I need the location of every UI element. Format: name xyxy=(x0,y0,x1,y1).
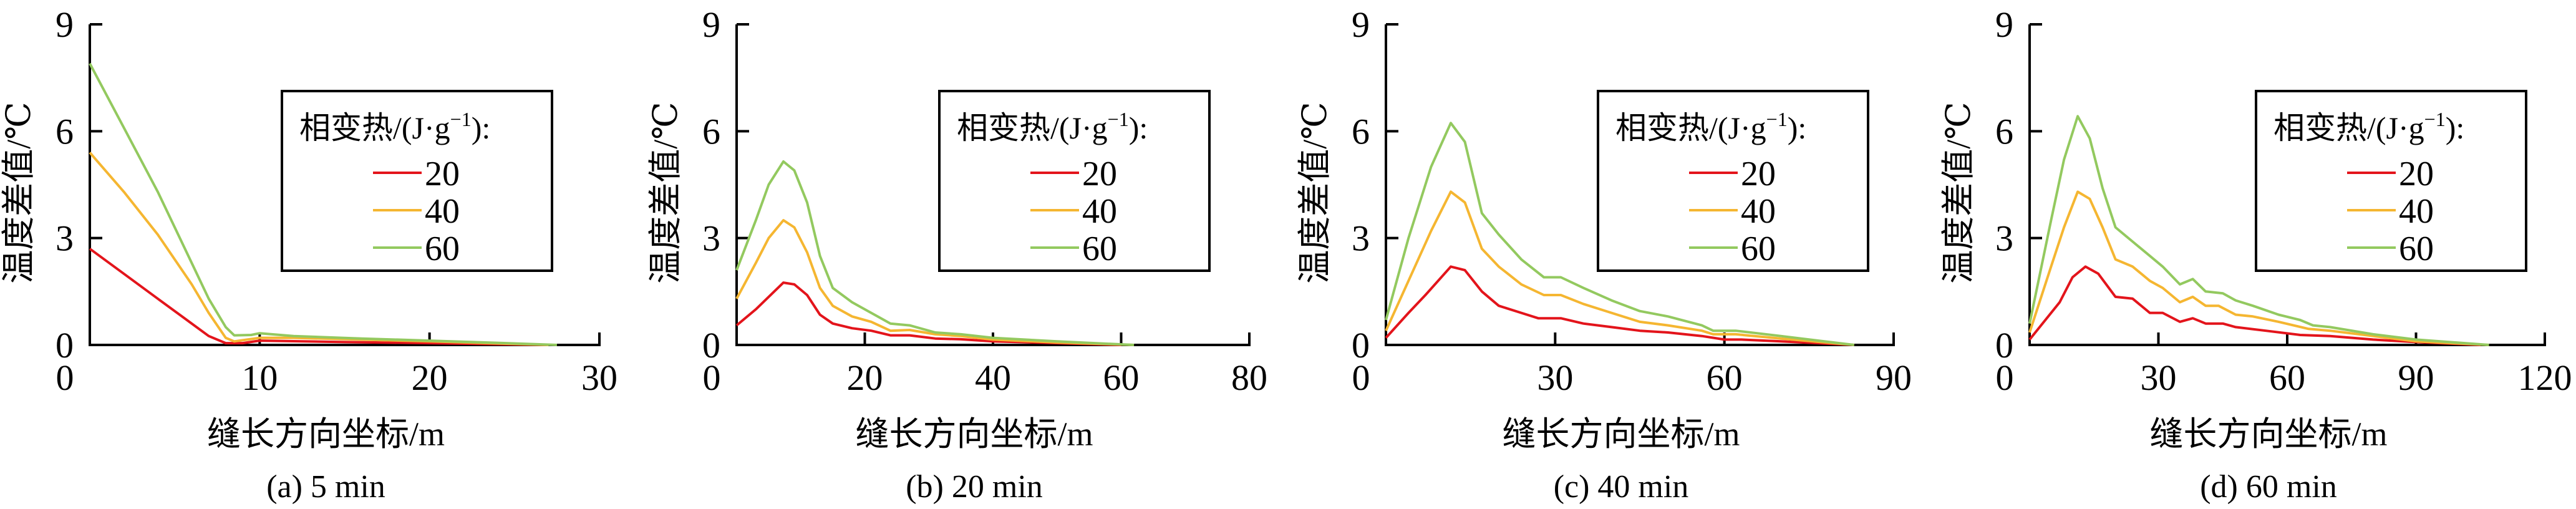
legend-title-tail: ): xyxy=(472,110,491,145)
series-line-60 xyxy=(1385,122,1854,346)
x-tick-label: 60 xyxy=(1103,357,1140,398)
x-axis-label: 缝长方向坐标/m xyxy=(855,415,1093,453)
series-line-40 xyxy=(1385,190,1854,346)
y-tick-label: 9 xyxy=(56,4,74,45)
y-tick-label: 3 xyxy=(1995,218,2013,259)
legend-box xyxy=(1597,90,1869,272)
y-tick-label: 6 xyxy=(1352,111,1370,152)
legend-title: 相变热/(J·g−1): xyxy=(2273,108,2464,145)
legend-title-sup: −1 xyxy=(1766,108,1788,130)
series-line-40 xyxy=(2028,190,2489,346)
y-tick-label: 3 xyxy=(702,218,720,259)
legend-label: 60 xyxy=(1082,230,1117,268)
series-line-20 xyxy=(1385,265,1854,346)
legend-title: 相变热/(J·g−1): xyxy=(299,108,490,145)
y-tick-label: 0 xyxy=(1352,325,1370,366)
legend-title-sup: −1 xyxy=(450,108,472,130)
x-tick-label: 90 xyxy=(1876,357,1912,398)
series-line-40 xyxy=(735,219,1135,346)
x-tick-label: 10 xyxy=(241,357,278,398)
legend-title-tail: ): xyxy=(2446,110,2465,145)
x-axis-label: 缝长方向坐标/m xyxy=(2149,415,2387,453)
x-tick-label: 20 xyxy=(847,357,883,398)
y-tick-label: 3 xyxy=(56,218,74,259)
legend-title: 相变热/(J·g−1): xyxy=(957,108,1148,145)
legend-label: 60 xyxy=(2399,230,2434,268)
x-tick-label: 40 xyxy=(975,357,1011,398)
legend-title-main: 相变热/(J·g xyxy=(1615,110,1766,145)
panel-caption: (d) 60 min xyxy=(2200,469,2337,505)
x-tick-label: 0 xyxy=(56,357,74,398)
panel-caption: (b) 20 min xyxy=(906,469,1043,505)
y-tick-label: 9 xyxy=(702,4,720,45)
legend-title-main: 相变热/(J·g xyxy=(299,110,450,145)
y-axis-label: 温度差值/℃ xyxy=(1296,102,1334,283)
x-tick-label: 90 xyxy=(2398,357,2434,398)
series-line-20 xyxy=(89,248,549,346)
y-tick-label: 3 xyxy=(1352,218,1370,259)
panel-caption: (c) 40 min xyxy=(1554,469,1689,505)
x-tick-label: 60 xyxy=(2269,357,2305,398)
series-line-60 xyxy=(89,62,557,346)
y-axis-label: 温度差值/℃ xyxy=(1940,102,1977,283)
y-axis-label: 温度差值/℃ xyxy=(647,102,684,283)
y-tick-label: 0 xyxy=(702,325,720,366)
legend-title-tail: ): xyxy=(1129,110,1148,145)
x-tick-label: 0 xyxy=(703,357,721,398)
legend-label: 40 xyxy=(425,192,460,231)
x-axis-label: 缝长方向坐标/m xyxy=(207,415,445,453)
y-tick-label: 0 xyxy=(56,325,74,366)
legend-label: 20 xyxy=(2399,155,2434,193)
x-tick-label: 80 xyxy=(1231,357,1267,398)
legend-box xyxy=(938,90,1211,272)
x-tick-label: 0 xyxy=(1352,357,1370,398)
x-axis-label: 缝长方向坐标/m xyxy=(1502,415,1740,453)
y-tick-label: 9 xyxy=(1352,4,1370,45)
panel-0: 0 3 6 9 0 10 20 30 缝长方向坐标/m (a) 5 min 温度差值/℃ 相变热/(J… xyxy=(0,4,617,505)
series-line-60 xyxy=(735,160,1135,346)
legend-label: 40 xyxy=(2399,192,2434,231)
y-tick-label: 0 xyxy=(1995,325,2013,366)
legend-label: 40 xyxy=(1082,192,1117,231)
legend-label: 20 xyxy=(1082,155,1117,193)
x-tick-label: 30 xyxy=(2141,357,2177,398)
x-tick-label: 120 xyxy=(2518,357,2572,398)
legend-label: 40 xyxy=(1741,192,1776,231)
y-tick-label: 9 xyxy=(1995,4,2013,45)
legend-box xyxy=(2255,90,2527,272)
legend-label: 60 xyxy=(425,230,460,268)
legend-title-tail: ): xyxy=(1788,110,1807,145)
panel-caption: (a) 5 min xyxy=(266,469,385,505)
legend-label: 20 xyxy=(1741,155,1776,193)
series-line-20 xyxy=(2028,265,2481,346)
series-line-20 xyxy=(735,281,1121,346)
legend-title-main: 相变热/(J·g xyxy=(957,110,1108,145)
y-tick-label: 6 xyxy=(1995,111,2013,152)
legend-box xyxy=(281,90,553,272)
legend-title: 相变热/(J·g−1): xyxy=(1615,108,1806,145)
y-tick-label: 6 xyxy=(702,111,720,152)
legend-title-main: 相变热/(J·g xyxy=(2273,110,2424,145)
legend-label: 20 xyxy=(425,155,460,193)
x-tick-label: 0 xyxy=(1996,357,2014,398)
y-tick-label: 6 xyxy=(56,111,74,152)
x-tick-label: 30 xyxy=(581,357,617,398)
x-tick-label: 30 xyxy=(1537,357,1573,398)
y-axis-label: 温度差值/℃ xyxy=(0,102,37,283)
legend-label: 60 xyxy=(1741,230,1776,268)
legend-title-sup: −1 xyxy=(2424,108,2446,130)
legend-title-sup: −1 xyxy=(1108,108,1129,130)
x-tick-label: 60 xyxy=(1707,357,1743,398)
series-line-60 xyxy=(2028,115,2489,346)
x-tick-label: 20 xyxy=(412,357,448,398)
